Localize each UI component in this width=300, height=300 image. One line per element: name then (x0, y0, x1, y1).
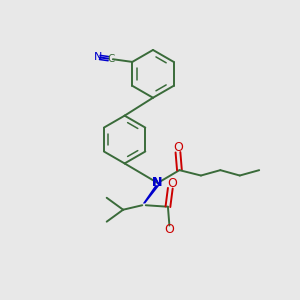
Text: O: O (173, 141, 183, 154)
Text: C: C (107, 54, 115, 64)
Text: N: N (152, 176, 163, 189)
Text: N: N (152, 176, 163, 189)
Text: O: O (164, 223, 174, 236)
Text: O: O (167, 177, 177, 190)
Polygon shape (143, 185, 160, 203)
Text: N: N (94, 52, 102, 62)
